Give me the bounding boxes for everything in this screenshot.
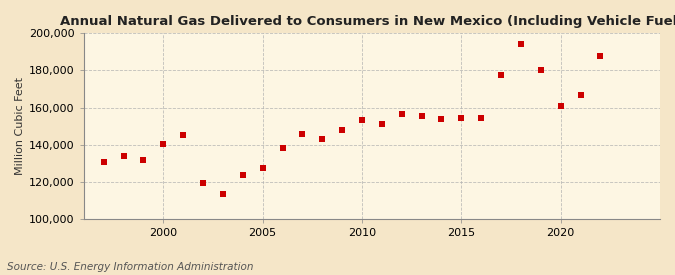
Point	[396, 112, 407, 116]
Point	[456, 116, 466, 120]
Point	[297, 131, 308, 136]
Point	[217, 192, 228, 196]
Point	[556, 103, 566, 108]
Point	[99, 160, 109, 164]
Point	[178, 133, 188, 138]
Point	[356, 117, 367, 122]
Point	[436, 117, 447, 121]
Point	[277, 146, 288, 151]
Point	[377, 122, 387, 127]
Text: Source: U.S. Energy Information Administration: Source: U.S. Energy Information Administ…	[7, 262, 253, 272]
Point	[416, 114, 427, 118]
Point	[138, 158, 148, 163]
Point	[257, 166, 268, 170]
Point	[476, 116, 487, 120]
Point	[595, 53, 605, 58]
Point	[198, 181, 209, 185]
Point	[317, 137, 327, 141]
Point	[337, 128, 348, 132]
Point	[495, 73, 506, 77]
Point	[575, 92, 586, 97]
Y-axis label: Million Cubic Feet: Million Cubic Feet	[15, 77, 25, 175]
Title: Annual Natural Gas Delivered to Consumers in New Mexico (Including Vehicle Fuel): Annual Natural Gas Delivered to Consumer…	[60, 15, 675, 28]
Point	[535, 68, 546, 73]
Point	[516, 42, 526, 47]
Point	[158, 142, 169, 146]
Point	[238, 173, 248, 178]
Point	[118, 154, 129, 158]
